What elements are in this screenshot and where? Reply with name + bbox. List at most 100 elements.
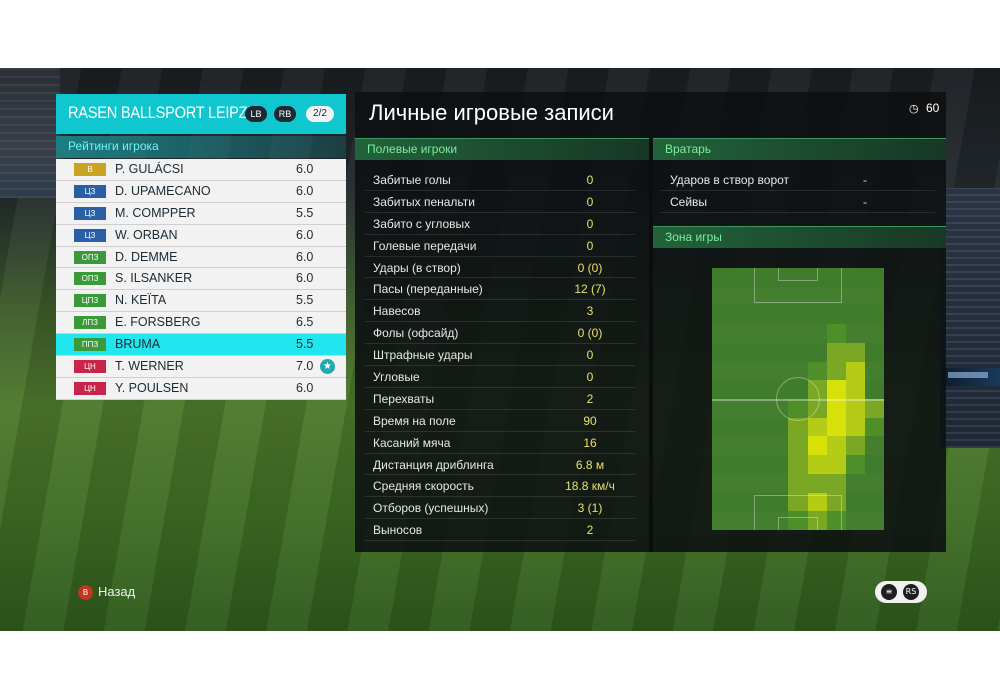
heatmap-cell xyxy=(731,455,751,475)
player-rating: 6.5 xyxy=(296,315,314,330)
stat-row: Угловые 0 xyxy=(365,366,635,388)
heatmap-cell xyxy=(864,417,884,437)
position-badge: ОПЗ xyxy=(74,250,106,264)
heatmap-cell xyxy=(788,436,809,456)
player-name: D. UPAMECANO xyxy=(115,183,211,198)
player-row[interactable]: ЦН T. WERNER 7.0 ★ xyxy=(56,356,346,378)
heatmap-cell xyxy=(807,342,828,363)
position-badge: ЦПЗ xyxy=(74,294,106,308)
controller-hint[interactable]: ≡ RS xyxy=(875,581,927,603)
heatmap-cell xyxy=(712,511,732,530)
heatmap-cell xyxy=(807,305,828,325)
page-title: Личные игровые записи xyxy=(369,100,614,125)
pitch-goal-box-bottom xyxy=(778,517,818,530)
heatmap-cell xyxy=(826,436,847,456)
heatmap-cell xyxy=(807,492,828,512)
player-row[interactable]: ЦН Y. POULSEN 6.0 xyxy=(56,377,346,400)
heatmap-cell xyxy=(731,268,751,288)
heatmap-cell xyxy=(712,305,732,325)
heatmap-cell xyxy=(826,511,847,530)
heatmap-cell xyxy=(731,380,751,400)
heatmap-cell xyxy=(712,361,732,381)
heatmap-cell xyxy=(864,361,884,381)
heatmap-cell xyxy=(712,455,732,475)
heatmap-cell xyxy=(788,268,809,288)
heatmap-cell xyxy=(807,417,828,437)
player-row[interactable]: ЦЗ W. ORBAN 6.0 xyxy=(56,224,346,247)
back-label[interactable]: Назад xyxy=(98,584,136,599)
stat-value: 16 xyxy=(583,435,597,450)
stat-value: 0 xyxy=(586,370,594,385)
heatmap-cell xyxy=(712,286,732,306)
stat-label: Навесов xyxy=(373,304,421,319)
position-badge: ЦЗ xyxy=(74,206,106,220)
stat-label: Касаний мяча xyxy=(373,435,451,450)
player-name: E. FORSBERG xyxy=(115,315,201,330)
player-row[interactable]: ОПЗ D. DEMME 6.0 xyxy=(56,246,346,269)
player-row[interactable]: ЦЗ D. UPAMECANO 6.0 xyxy=(56,180,346,203)
heatmap-cell xyxy=(807,361,828,381)
heatmap-cell xyxy=(750,436,770,456)
heatmap-cell xyxy=(769,268,789,288)
chat-icon[interactable]: ≡ xyxy=(881,584,897,600)
stat-row: Пасы (переданные) 12 (7) xyxy=(365,278,635,301)
heatmap-cell xyxy=(750,511,770,530)
heatmap-cell xyxy=(731,324,751,344)
player-rating: 5.5 xyxy=(296,293,314,308)
clock-icon: ◷ xyxy=(909,102,919,115)
heatmap-cell xyxy=(769,286,789,306)
stat-row: Удары (в створ) 0 (0) xyxy=(365,257,635,279)
stat-label: Забитых пенальти xyxy=(373,194,475,209)
stat-value: 0 xyxy=(586,348,594,363)
stat-value: 0 (0) xyxy=(577,260,603,275)
rb-button[interactable]: RB xyxy=(274,106,296,122)
heatmap-cell xyxy=(807,455,828,475)
player-row[interactable]: В P. GULÁCSI 6.0 xyxy=(56,159,346,181)
heatmap-cell xyxy=(845,305,866,325)
heatmap-cell xyxy=(807,511,828,530)
heatmap-cell xyxy=(826,399,847,419)
heatmap-cell xyxy=(864,455,884,475)
heatmap-cell xyxy=(864,324,884,344)
player-row[interactable]: ППЗ BRUMA 5.5 xyxy=(56,334,346,357)
b-button-icon[interactable]: B xyxy=(78,585,93,600)
heatmap-cell xyxy=(807,436,828,456)
player-rating: 5.5 xyxy=(296,205,314,220)
player-rating: 6.0 xyxy=(296,227,314,242)
player-rating: 6.0 xyxy=(296,380,314,395)
heatmap-cell xyxy=(845,324,866,344)
heatmap-cell xyxy=(826,361,847,381)
page-indicator: 2/2 xyxy=(306,106,334,122)
stat-value: 0 xyxy=(586,194,594,209)
right-stick-icon[interactable]: RS xyxy=(903,584,919,600)
player-rating: 6.0 xyxy=(296,249,314,264)
stat-label: Угловые xyxy=(373,370,420,385)
heatmap-cell xyxy=(712,436,732,456)
player-rating: 6.0 xyxy=(296,162,314,176)
ratings-title: Рейтинги игрока xyxy=(68,139,159,153)
stat-row: Выносов 2 xyxy=(365,519,635,542)
heatmap-cell xyxy=(788,473,809,494)
pitch-penalty-box-bottom xyxy=(754,495,842,530)
player-row[interactable]: ЦПЗ N. KEÏTA 5.5 xyxy=(56,290,346,313)
heatmap-cell xyxy=(864,342,884,363)
player-list: В P. GULÁCSI 6.0 ЦЗ D. UPAMECANO 6.0 ЦЗ M. COMP… xyxy=(56,159,346,400)
heatmap-cell xyxy=(826,268,847,288)
heatmap-cell xyxy=(731,342,751,363)
heatmap-pitch xyxy=(712,268,884,530)
heatmap-cell xyxy=(788,305,809,325)
heatmap-cell xyxy=(769,473,789,494)
player-row[interactable]: ЦЗ M. COMPPER 5.5 xyxy=(56,202,346,225)
ratings-title-bar: Рейтинги игрока xyxy=(56,136,346,158)
player-row[interactable]: ЛПЗ E. FORSBERG 6.5 xyxy=(56,312,346,335)
player-name: S. ILSANKER xyxy=(115,271,193,286)
lb-button[interactable]: LB xyxy=(245,106,267,122)
player-name: BRUMA xyxy=(115,337,161,352)
heatmap-cell xyxy=(731,417,751,437)
heatmap-cell xyxy=(731,361,751,381)
heatmap-cell xyxy=(750,342,770,363)
stat-value: 12 (7) xyxy=(574,282,606,297)
player-row[interactable]: ОПЗ S. ILSANKER 6.0 xyxy=(56,268,346,291)
heatmap-cell xyxy=(845,380,866,400)
heatmap-cell xyxy=(750,492,770,512)
